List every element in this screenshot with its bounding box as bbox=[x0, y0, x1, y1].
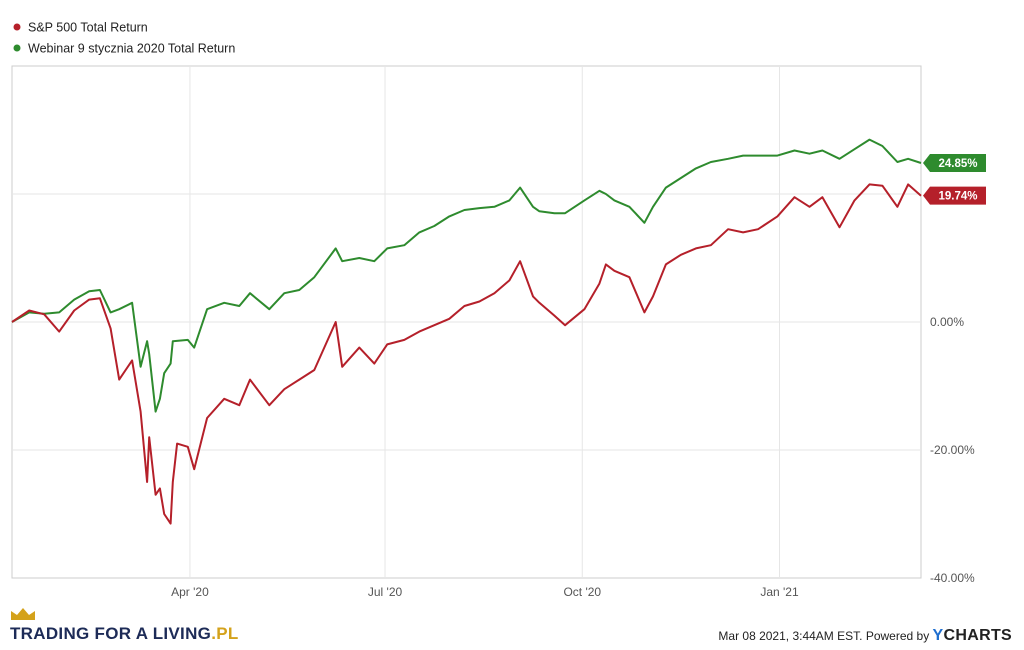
chart-footer: Mar 08 2021, 3:44AM EST. Powered by YCHA… bbox=[718, 627, 1012, 645]
series-line bbox=[11, 183, 922, 525]
x-tick-label: Oct '20 bbox=[563, 585, 601, 599]
tag-shape bbox=[923, 153, 986, 172]
timestamp: Mar 08 2021, 3:44AM EST. bbox=[718, 629, 863, 643]
ycharts-logo: YCHARTS bbox=[933, 627, 1012, 644]
series-line bbox=[11, 138, 922, 413]
brand-name: TRADING FOR A LIVING.PL bbox=[10, 624, 239, 644]
legend-label: Webinar 9 stycznia 2020 Total Return bbox=[28, 42, 235, 56]
x-tick-label: Apr '20 bbox=[171, 585, 209, 599]
grid bbox=[11, 65, 922, 579]
chart: S&P 500 Total Return Webinar 9 stycznia 2… bbox=[11, 21, 986, 599]
crown-icon bbox=[11, 608, 35, 620]
last-value-tags: 19.74% 24.85% bbox=[923, 153, 986, 205]
y-tick-label: -20.00% bbox=[930, 443, 975, 457]
y-tick-label: -40.00% bbox=[930, 571, 975, 585]
powered-by: Powered by bbox=[865, 629, 930, 643]
ycharts-logo-rest: CHARTS bbox=[943, 627, 1012, 644]
last-value-tag: 24.85% bbox=[923, 153, 986, 172]
x-tick-label: Jan '21 bbox=[760, 585, 799, 599]
ycharts-logo-y: Y bbox=[932, 627, 944, 644]
legend: S&P 500 Total Return Webinar 9 stycznia 2… bbox=[13, 21, 235, 56]
tag-label: 19.74% bbox=[938, 191, 977, 203]
tag-label: 24.85% bbox=[938, 158, 977, 170]
series-lines bbox=[11, 138, 922, 525]
brand-suffix: .PL bbox=[211, 624, 239, 643]
tag-shape bbox=[923, 186, 986, 205]
legend-marker bbox=[13, 23, 21, 31]
x-tick-label: Jul '20 bbox=[368, 585, 403, 599]
x-axis: Apr '20 Jul '20 Oct '20 Jan '21 bbox=[171, 585, 799, 599]
legend-marker bbox=[13, 44, 21, 52]
last-value-tag: 19.74% bbox=[923, 186, 986, 205]
legend-label: S&P 500 Total Return bbox=[28, 21, 148, 35]
y-tick-label: 0.00% bbox=[930, 315, 964, 329]
brand-main: TRADING FOR A LIVING bbox=[10, 624, 212, 643]
y-axis: 20.00%0.00%-20.00%-40.00% bbox=[930, 187, 975, 585]
